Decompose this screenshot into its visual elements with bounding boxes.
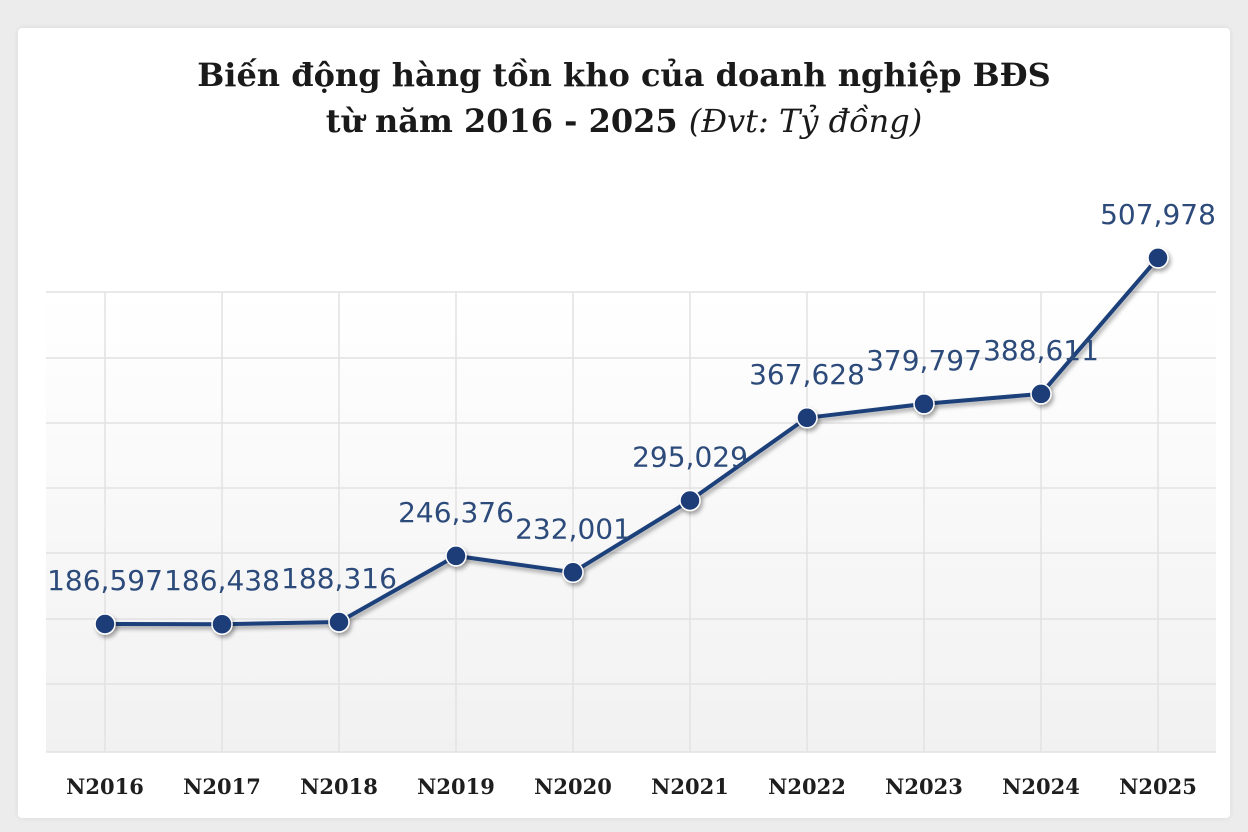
- point-marker-n2020: [562, 561, 584, 584]
- x-tick-label-n2025: N2025: [1119, 774, 1197, 799]
- plot-area: [46, 292, 1216, 752]
- x-tick-label-n2018: N2018: [300, 774, 378, 799]
- x-tick-label-n2017: N2017: [183, 774, 261, 799]
- x-tick-label-n2021: N2021: [651, 774, 729, 799]
- x-axis-labels: N2016 N2017 N2018 N2019 N2020 N2021 N2022 N2023…: [66, 774, 1197, 799]
- chart-unit-note: (Đvt: Tỷ đồng): [688, 102, 923, 140]
- point-marker-n2021: [679, 489, 701, 512]
- chart-title-line1: Biến động hàng tồn kho của doanh nghiệp …: [197, 56, 1051, 94]
- x-tick-label-n2016: N2016: [66, 774, 144, 799]
- point-marker-n2022: [796, 407, 818, 429]
- data-label-n2019: 246,376: [398, 496, 514, 529]
- horizontal-grid: [46, 291, 1216, 753]
- point-marker-n2019: [445, 545, 467, 567]
- data-label-n2023: 379,797: [866, 344, 982, 377]
- point-marker-n2023: [913, 393, 935, 415]
- x-tick-label-n2024: N2024: [1002, 774, 1080, 799]
- data-label-n2022: 367,628: [749, 358, 865, 391]
- chart-title-line2: từ năm 2016 - 2025 (Đvt: Tỷ đồng): [0, 98, 1248, 144]
- chart-title-years: từ năm 2016 - 2025: [325, 102, 678, 140]
- x-tick-label-n2023: N2023: [885, 774, 963, 799]
- series-markers: [94, 247, 1169, 635]
- data-label-n2020: 232,001: [515, 512, 631, 545]
- point-marker-n2024: [1030, 383, 1052, 405]
- data-label-n2025: 507,978: [1100, 198, 1216, 231]
- data-label-n2021: 295,029: [632, 441, 748, 474]
- point-marker-n2025: [1147, 247, 1169, 269]
- vertical-grid: [104, 292, 1159, 752]
- point-marker-n2017: [211, 613, 233, 635]
- data-label-n2024: 388,611: [983, 334, 1099, 367]
- x-tick-label-n2022: N2022: [768, 774, 846, 799]
- x-tick-label-n2019: N2019: [417, 774, 495, 799]
- data-label-n2016: 186,597: [47, 564, 163, 597]
- series-line: [104, 256, 1160, 627]
- data-label-n2018: 188,316: [281, 562, 397, 595]
- x-tick-label-n2020: N2020: [534, 774, 612, 799]
- point-marker-n2018: [328, 611, 350, 633]
- chart-title: Biến động hàng tồn kho của doanh nghiệp …: [0, 52, 1248, 144]
- data-label-n2017: 186,438: [164, 564, 280, 597]
- point-marker-n2016: [94, 613, 116, 635]
